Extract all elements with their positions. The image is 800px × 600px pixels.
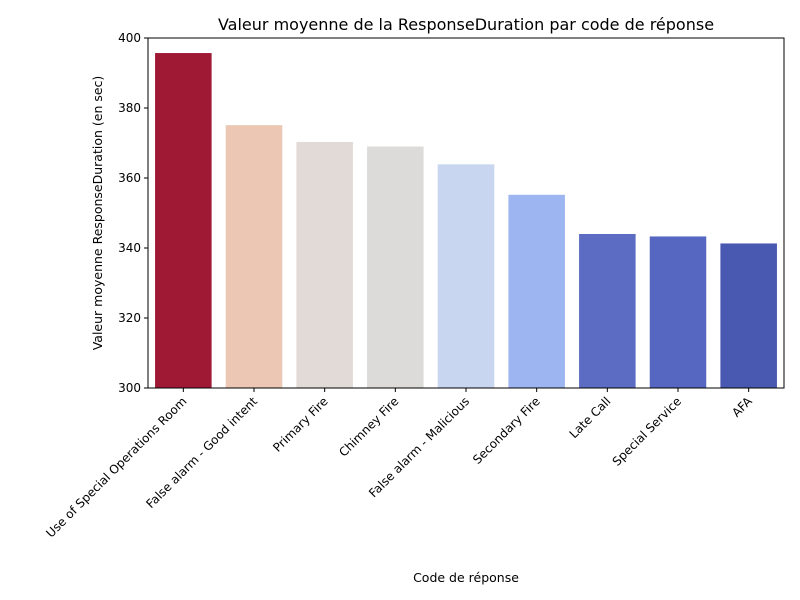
bar-3: [296, 141, 353, 388]
x-tick-label: Chimney Fire: [336, 394, 401, 459]
y-tick-label: 380: [118, 101, 141, 115]
x-tick-label: Secondary Fire: [470, 394, 543, 467]
bar-8: [649, 236, 707, 388]
y-tick-label: 400: [118, 31, 141, 45]
bar-9: [720, 243, 777, 388]
bars-group: [155, 53, 777, 389]
chart-title: Valeur moyenne de la ResponseDuration pa…: [218, 15, 714, 34]
x-axis-label: Code de réponse: [413, 570, 519, 585]
x-tick-label: Primary Fire: [270, 394, 331, 455]
plot-frame: [147, 37, 785, 389]
x-tick-label: Use of Special Operations Room: [43, 394, 189, 540]
bar-5: [437, 164, 495, 388]
x-tick-label: AFA: [729, 394, 755, 420]
y-tick-label: 340: [118, 241, 141, 255]
y-axis: 300 320 340 360 380 400: [118, 31, 148, 395]
bar-2: [225, 125, 283, 389]
y-tick-label: 360: [118, 171, 141, 185]
bar-1: [155, 53, 212, 389]
y-tick-label: 320: [118, 311, 141, 325]
bar-6: [508, 194, 565, 388]
y-axis-label: Valeur moyenne ResponseDuration (en sec): [90, 76, 105, 351]
x-tick-label: Late Call: [567, 394, 614, 441]
x-tick-label: Special Service: [610, 394, 685, 469]
bar-4: [367, 146, 424, 388]
y-tick-label: 300: [118, 381, 141, 395]
bar-7: [579, 234, 636, 388]
